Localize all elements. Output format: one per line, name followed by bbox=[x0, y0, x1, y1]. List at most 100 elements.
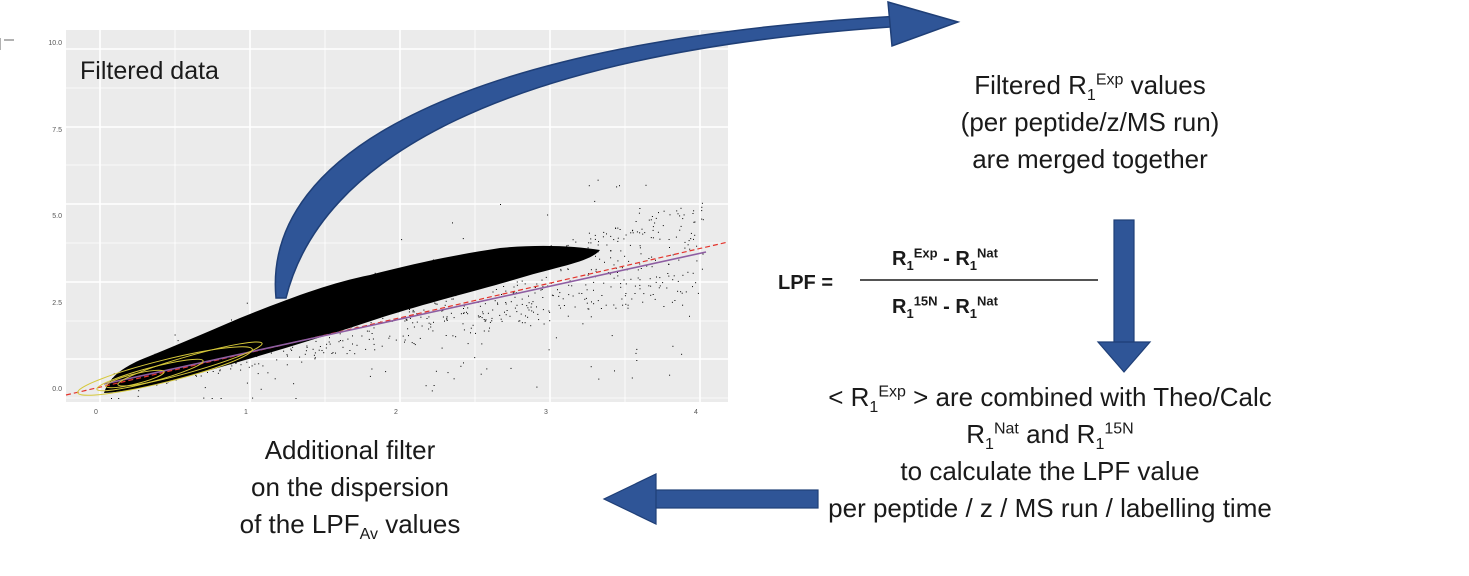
scatter-dot bbox=[154, 353, 156, 355]
scatter-dot bbox=[339, 333, 341, 335]
scatter-dot bbox=[406, 319, 407, 321]
scatter-dot bbox=[335, 352, 336, 354]
scatter-dot bbox=[617, 272, 618, 273]
scatter-dot bbox=[627, 307, 629, 309]
scatter-dot bbox=[240, 364, 242, 366]
scatter-dot bbox=[525, 315, 526, 317]
scatter-dot bbox=[499, 314, 501, 316]
scatter-dot bbox=[536, 269, 538, 270]
scatter-dot bbox=[663, 306, 665, 307]
scatter-dot bbox=[413, 311, 415, 313]
scatter-dot bbox=[492, 309, 494, 311]
density-contours bbox=[77, 341, 263, 396]
scatter-dot bbox=[346, 325, 348, 327]
scatter-dot bbox=[672, 254, 674, 256]
scatter-dot bbox=[697, 292, 699, 294]
scatter-dot bbox=[413, 343, 415, 344]
scatter-dot bbox=[423, 309, 425, 311]
scatter-dot bbox=[601, 295, 603, 296]
merge-line-1: Filtered R1Exp values bbox=[880, 70, 1300, 104]
scatter-dot bbox=[326, 343, 328, 345]
scatter-dot bbox=[565, 263, 567, 265]
scatter-dot bbox=[232, 360, 234, 361]
scatter-dot bbox=[585, 297, 587, 299]
scatter-dot bbox=[504, 311, 505, 313]
scatter-dot bbox=[235, 361, 237, 363]
scatter-dot bbox=[323, 352, 325, 354]
scatter-dot bbox=[161, 361, 163, 363]
scatter-dot bbox=[278, 339, 280, 341]
scatter-dot bbox=[645, 184, 647, 186]
scatter-dot bbox=[621, 298, 623, 300]
scatter-dot bbox=[692, 272, 694, 274]
filter-line-3: of the LPFAv values bbox=[190, 509, 510, 543]
scatter-dot bbox=[488, 330, 490, 332]
scatter-dot bbox=[578, 292, 580, 294]
scatter-dot bbox=[110, 384, 112, 386]
scatter-dot bbox=[466, 311, 467, 313]
scatter-dot bbox=[337, 316, 339, 318]
scatter-dot bbox=[255, 339, 257, 341]
scatter-dot bbox=[694, 221, 696, 223]
scatter-dot bbox=[650, 237, 652, 239]
scatter-dot bbox=[328, 341, 330, 343]
scatter-dot bbox=[134, 369, 136, 371]
subscript: 1 bbox=[985, 436, 994, 454]
scatter-dot bbox=[623, 279, 625, 281]
scatter-dot bbox=[534, 292, 536, 294]
scatter-dot bbox=[590, 316, 592, 318]
scatter-dot bbox=[180, 362, 182, 364]
scatter-dot bbox=[505, 261, 507, 263]
scatter-dot bbox=[538, 319, 540, 321]
scatter-dot bbox=[587, 247, 589, 249]
scatter-dot bbox=[674, 300, 676, 301]
combine-line-1: < R1Exp > are combined with Theo/Calc bbox=[770, 382, 1330, 416]
scatter-dot bbox=[701, 202, 703, 204]
scatter-dot bbox=[567, 268, 569, 270]
scatter-dot bbox=[559, 262, 560, 264]
scatter-dot bbox=[297, 319, 299, 321]
scatter-dot bbox=[528, 302, 530, 304]
scatter-dot bbox=[536, 306, 537, 308]
scatter-dot bbox=[588, 232, 590, 234]
scatter-dot bbox=[132, 375, 134, 377]
scatter-dot bbox=[314, 358, 316, 360]
scatter-dot bbox=[412, 322, 414, 324]
scatter-dot bbox=[486, 272, 488, 274]
scatter-dot bbox=[483, 330, 485, 332]
scatter-dot bbox=[701, 218, 703, 220]
scatter-dot bbox=[591, 301, 592, 303]
scatter-dot bbox=[433, 321, 434, 323]
scatter-dot bbox=[246, 382, 248, 384]
scatter-dot bbox=[146, 383, 148, 385]
scatter-dot bbox=[179, 370, 181, 372]
scatter-dot bbox=[140, 377, 142, 379]
scatter-dot bbox=[325, 347, 327, 349]
scatter-dot bbox=[696, 260, 698, 262]
scatter-dot bbox=[689, 248, 691, 250]
scatter-dot bbox=[593, 281, 595, 283]
scatter-dot bbox=[370, 322, 372, 324]
scatter-dot bbox=[506, 310, 508, 311]
scatter-dot bbox=[276, 333, 278, 335]
scatter-dot bbox=[598, 241, 599, 243]
scatter-dot bbox=[689, 315, 690, 317]
fit-line bbox=[103, 251, 707, 385]
y-tick-label: 5.0 bbox=[52, 213, 62, 220]
scatter-dot bbox=[332, 326, 334, 328]
scatter-dot bbox=[186, 358, 187, 359]
scatter-dot bbox=[628, 260, 630, 262]
superscript: Nat bbox=[977, 293, 998, 309]
scatter-dot bbox=[478, 273, 480, 275]
scatter-dot bbox=[254, 363, 256, 365]
scatter-dot bbox=[484, 303, 486, 305]
scatter-dot bbox=[230, 368, 232, 370]
scatter-dot bbox=[429, 295, 431, 297]
scatter-dot bbox=[671, 301, 673, 303]
scatter-dot bbox=[160, 361, 162, 363]
scatter-dot bbox=[558, 295, 560, 297]
scatter-dot bbox=[542, 297, 544, 298]
scatter-dot bbox=[701, 206, 703, 208]
scatter-dot bbox=[441, 293, 443, 295]
scatter-dot bbox=[395, 339, 397, 341]
